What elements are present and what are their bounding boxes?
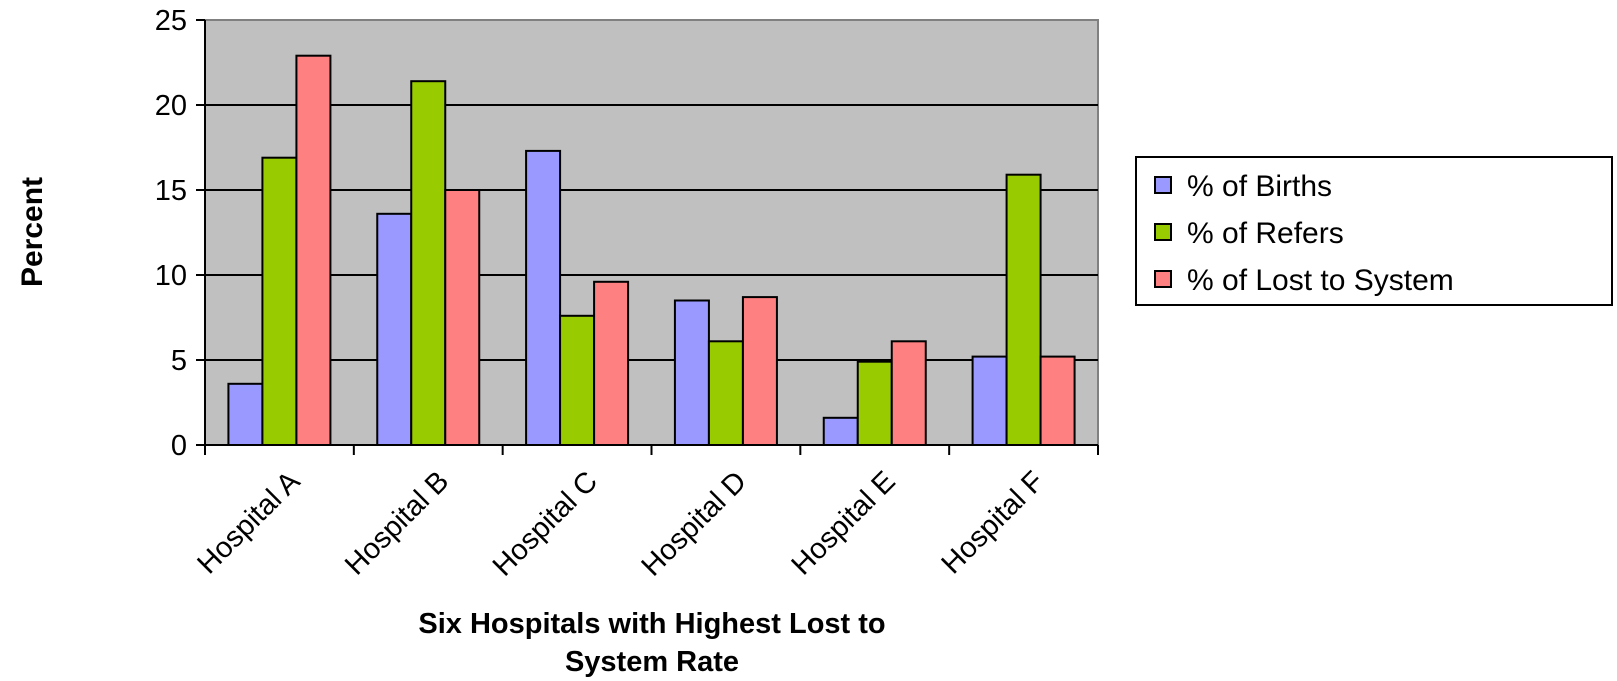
x-tick-label: Hospital C [487,465,604,582]
legend-label: % of Births [1187,170,1332,203]
legend-swatch [1154,223,1172,241]
x-tick-label: Hospital F [936,465,1051,580]
legend-label: % of Refers [1187,217,1344,250]
bar [1005,173,1042,446]
gridlines [205,104,1098,361]
bar [559,314,596,446]
y-tick-label: 20 [155,90,187,122]
legend-swatch [1154,270,1172,288]
x-axis-title-line-2: System Rate [565,646,739,678]
y-tick-label: 25 [155,5,187,37]
legend: % of Births % of Refers % of Lost to Syste… [1135,156,1613,306]
y-axis: 0 5 10 15 20 25 [155,5,206,462]
bar [525,149,562,446]
bar [444,189,481,446]
bar [856,360,893,447]
bar [593,280,630,446]
x-axis: Hospital A Hospital B Hospital C Hospital D… [191,444,1099,583]
bar [741,296,778,446]
bar [673,299,710,446]
y-axis-title: Percent [16,177,49,287]
x-tick-label: Hospital D [636,465,753,582]
bar [822,416,859,446]
bar [295,54,332,446]
x-tick-label: Hospital A [191,465,306,580]
y-tick-label: 5 [171,345,187,377]
y-tick-label: 10 [155,260,187,292]
x-tick-label: Hospital B [339,465,455,581]
bar [1039,355,1076,447]
bar [261,156,298,446]
bar [376,212,413,446]
y-tick-label: 0 [171,430,187,462]
bar [890,340,927,446]
x-axis-title-line-1: Six Hospitals with Highest Lost to [418,608,885,640]
bar [707,340,744,446]
legend-label: % of Lost to System [1187,264,1454,297]
y-tick-label: 15 [155,175,187,207]
bar [410,80,447,446]
bar [227,382,264,446]
legend-swatch [1154,176,1172,194]
x-tick-label: Hospital E [786,465,902,581]
legend-box [1135,156,1613,306]
plot-area [204,19,1099,446]
bar [971,355,1008,447]
